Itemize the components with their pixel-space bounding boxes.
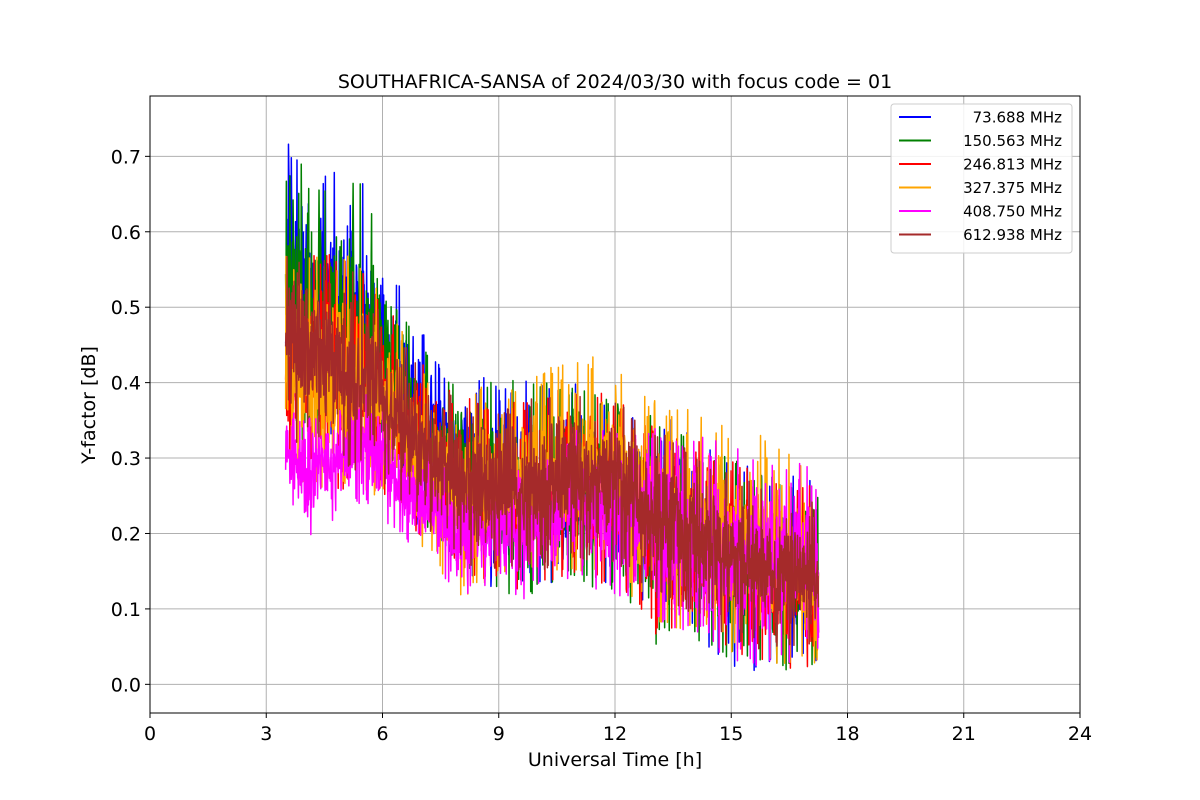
legend-label: 612.938 MHz (963, 226, 1062, 244)
y-tick-label: 0.0 (111, 674, 141, 696)
y-tick-label: 0.7 (111, 146, 141, 168)
x-tick-label: 3 (260, 723, 272, 745)
x-tick-label: 24 (1068, 723, 1092, 745)
x-tick-label: 12 (603, 723, 627, 745)
legend: 73.688 MHz 150.563 MHz 246.813 MHz 327.375 … (890, 103, 1073, 254)
y-tick-label: 0.3 (111, 448, 141, 470)
y-axis-label: Y-factor [dB] (78, 346, 100, 465)
x-tick-label: 18 (835, 723, 859, 745)
y-axis: 0.0 0.1 0.2 0.3 0.4 0.5 0.6 0.7 (111, 146, 150, 696)
x-axis: 0 3 6 9 12 15 18 21 24 (144, 713, 1092, 745)
y-tick-label: 0.1 (111, 599, 141, 621)
chart-title: SOUTHAFRICA-SANSA of 2024/03/30 with foc… (338, 71, 892, 93)
legend-label: 327.375 MHz (963, 179, 1062, 197)
y-tick-label: 0.6 (111, 222, 141, 244)
legend-label: 150.563 MHz (963, 132, 1062, 150)
series-layer (284, 143, 820, 672)
legend-label: 408.750 MHz (963, 203, 1062, 221)
series-line (284, 256, 820, 650)
x-tick-label: 21 (952, 723, 976, 745)
y-tick-label: 0.2 (111, 523, 141, 545)
legend-box (890, 103, 1073, 254)
legend-label: 73.688 MHz (973, 109, 1062, 127)
y-tick-label: 0.5 (111, 297, 141, 319)
x-tick-label: 15 (719, 723, 743, 745)
legend-label: 246.813 MHz (963, 156, 1062, 174)
x-axis-label: Universal Time [h] (528, 749, 702, 771)
x-tick-label: 9 (493, 723, 505, 745)
x-tick-label: 0 (144, 723, 156, 745)
x-tick-label: 6 (376, 723, 388, 745)
y-tick-label: 0.4 (111, 373, 141, 395)
